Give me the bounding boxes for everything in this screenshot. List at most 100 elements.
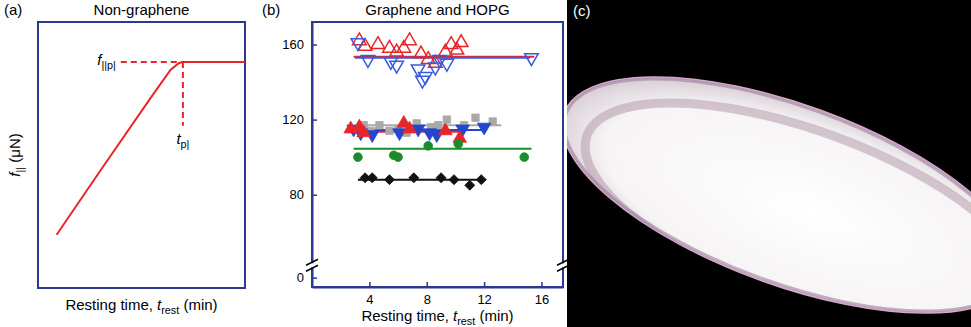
series-line: [358, 179, 486, 181]
text-part: p|: [181, 138, 190, 150]
tick-mark: [312, 194, 317, 196]
tick-mark: [312, 277, 317, 279]
data-point: [384, 175, 394, 185]
data-point: [371, 37, 385, 49]
series-line: [57, 62, 245, 235]
data-point: [439, 123, 453, 135]
panel: 481216080120160(b)Graphene and HOPGResti…: [262, 1, 569, 327]
tick-mark: [426, 282, 428, 287]
data-point: [525, 54, 539, 66]
panel-letter: (b): [262, 1, 280, 18]
axis-break-mark: [306, 265, 318, 271]
data-point: [361, 56, 375, 68]
text-part: (min): [475, 307, 513, 324]
data-area: [344, 33, 538, 190]
data-point: [403, 33, 417, 45]
axis-break-mark: [306, 259, 318, 265]
droplet-inner: [567, 31, 971, 327]
data-point: [476, 175, 486, 185]
panel: f||p| tp| (a) Non-graphene Resting time, tre…: [4, 1, 245, 316]
text-part: Resting time,: [361, 307, 453, 324]
data-point: [440, 59, 454, 71]
line-layer: [57, 62, 245, 235]
data-point: [351, 39, 365, 51]
tick-mark: [312, 119, 317, 121]
tick: 160: [282, 37, 317, 52]
data-point: [435, 122, 442, 129]
series-line: [354, 148, 532, 150]
tick-label: 0: [297, 270, 304, 285]
text-part: rest: [161, 304, 179, 316]
data-point: [394, 153, 403, 162]
data-point: [465, 180, 475, 190]
tick: 120: [282, 112, 317, 127]
droplet: [567, 28, 971, 327]
y-axis: 0 80 120 160: [282, 23, 317, 288]
reference-line: [121, 61, 183, 63]
data-area: [57, 62, 245, 235]
y-axis-title: f|| (μN): [6, 133, 26, 176]
data-point: [403, 121, 417, 133]
data-point: [390, 61, 404, 73]
data-point: [449, 175, 459, 185]
data-point: [367, 173, 377, 183]
tick: 80: [290, 187, 317, 202]
data-point: [472, 114, 479, 121]
x-axis: 4 8 12 16: [313, 282, 564, 307]
data-point: [477, 123, 491, 135]
droplet-rim: [567, 31, 971, 327]
x-axis-title: Resting time, trest (min): [65, 296, 217, 316]
data-point: [520, 153, 529, 162]
data-point: [443, 116, 450, 123]
plot-frame: [38, 22, 245, 288]
point-layer: [344, 33, 538, 190]
data-point: [424, 141, 433, 150]
data-point: [419, 73, 433, 85]
tick-label: 16: [535, 292, 549, 307]
figure: f||p| tp| (a) Non-graphene Resting time, tre…: [0, 0, 971, 327]
reference-line: [182, 62, 184, 126]
tick-label: 8: [424, 292, 431, 307]
photo-panel: (c): [534, 0, 971, 327]
panel-letter: (c): [573, 2, 591, 19]
tick: 4: [366, 282, 373, 307]
axis-line: [313, 287, 564, 289]
data-point: [357, 125, 371, 137]
data-point: [454, 35, 468, 47]
text-part: Resting time,: [65, 296, 157, 313]
tick-mark: [369, 282, 371, 287]
text-part: rest: [457, 315, 475, 327]
axis-line: [312, 23, 314, 288]
tick-label: 4: [366, 292, 373, 307]
plot-frame: [312, 22, 563, 287]
tick: 8: [424, 282, 431, 307]
plot: f||p| tp|: [38, 22, 245, 288]
tick: 12: [477, 282, 491, 307]
text-part: ||p|: [101, 59, 115, 71]
text-part: (μN): [6, 133, 23, 167]
data-point: [386, 127, 393, 134]
photo-content: [567, 28, 971, 327]
data-point: [409, 173, 419, 183]
tick-label: 120: [282, 112, 304, 127]
tick-mark: [484, 282, 486, 287]
reference-label: tp|: [176, 130, 189, 150]
plot: 481216080120160: [282, 22, 569, 307]
panel-title: Graphene and HOPG: [365, 1, 509, 18]
x-axis-title: Resting time, trest (min): [361, 307, 513, 327]
data-point: [436, 173, 446, 183]
data-point: [376, 122, 383, 129]
panel-letter: (a): [4, 1, 22, 18]
data-point: [354, 153, 363, 162]
line-layer: [349, 57, 534, 180]
tick-mark: [312, 44, 317, 46]
data-point: [454, 140, 463, 149]
tick-mark: [541, 282, 543, 287]
tick: 16: [535, 282, 549, 307]
text-part: (min): [179, 296, 217, 313]
tick-label: 12: [477, 292, 491, 307]
tick-label: 80: [290, 187, 304, 202]
tick: 0: [297, 270, 317, 285]
reference-label: f||p|: [97, 51, 116, 71]
panel-title: Non-graphene: [94, 1, 190, 18]
